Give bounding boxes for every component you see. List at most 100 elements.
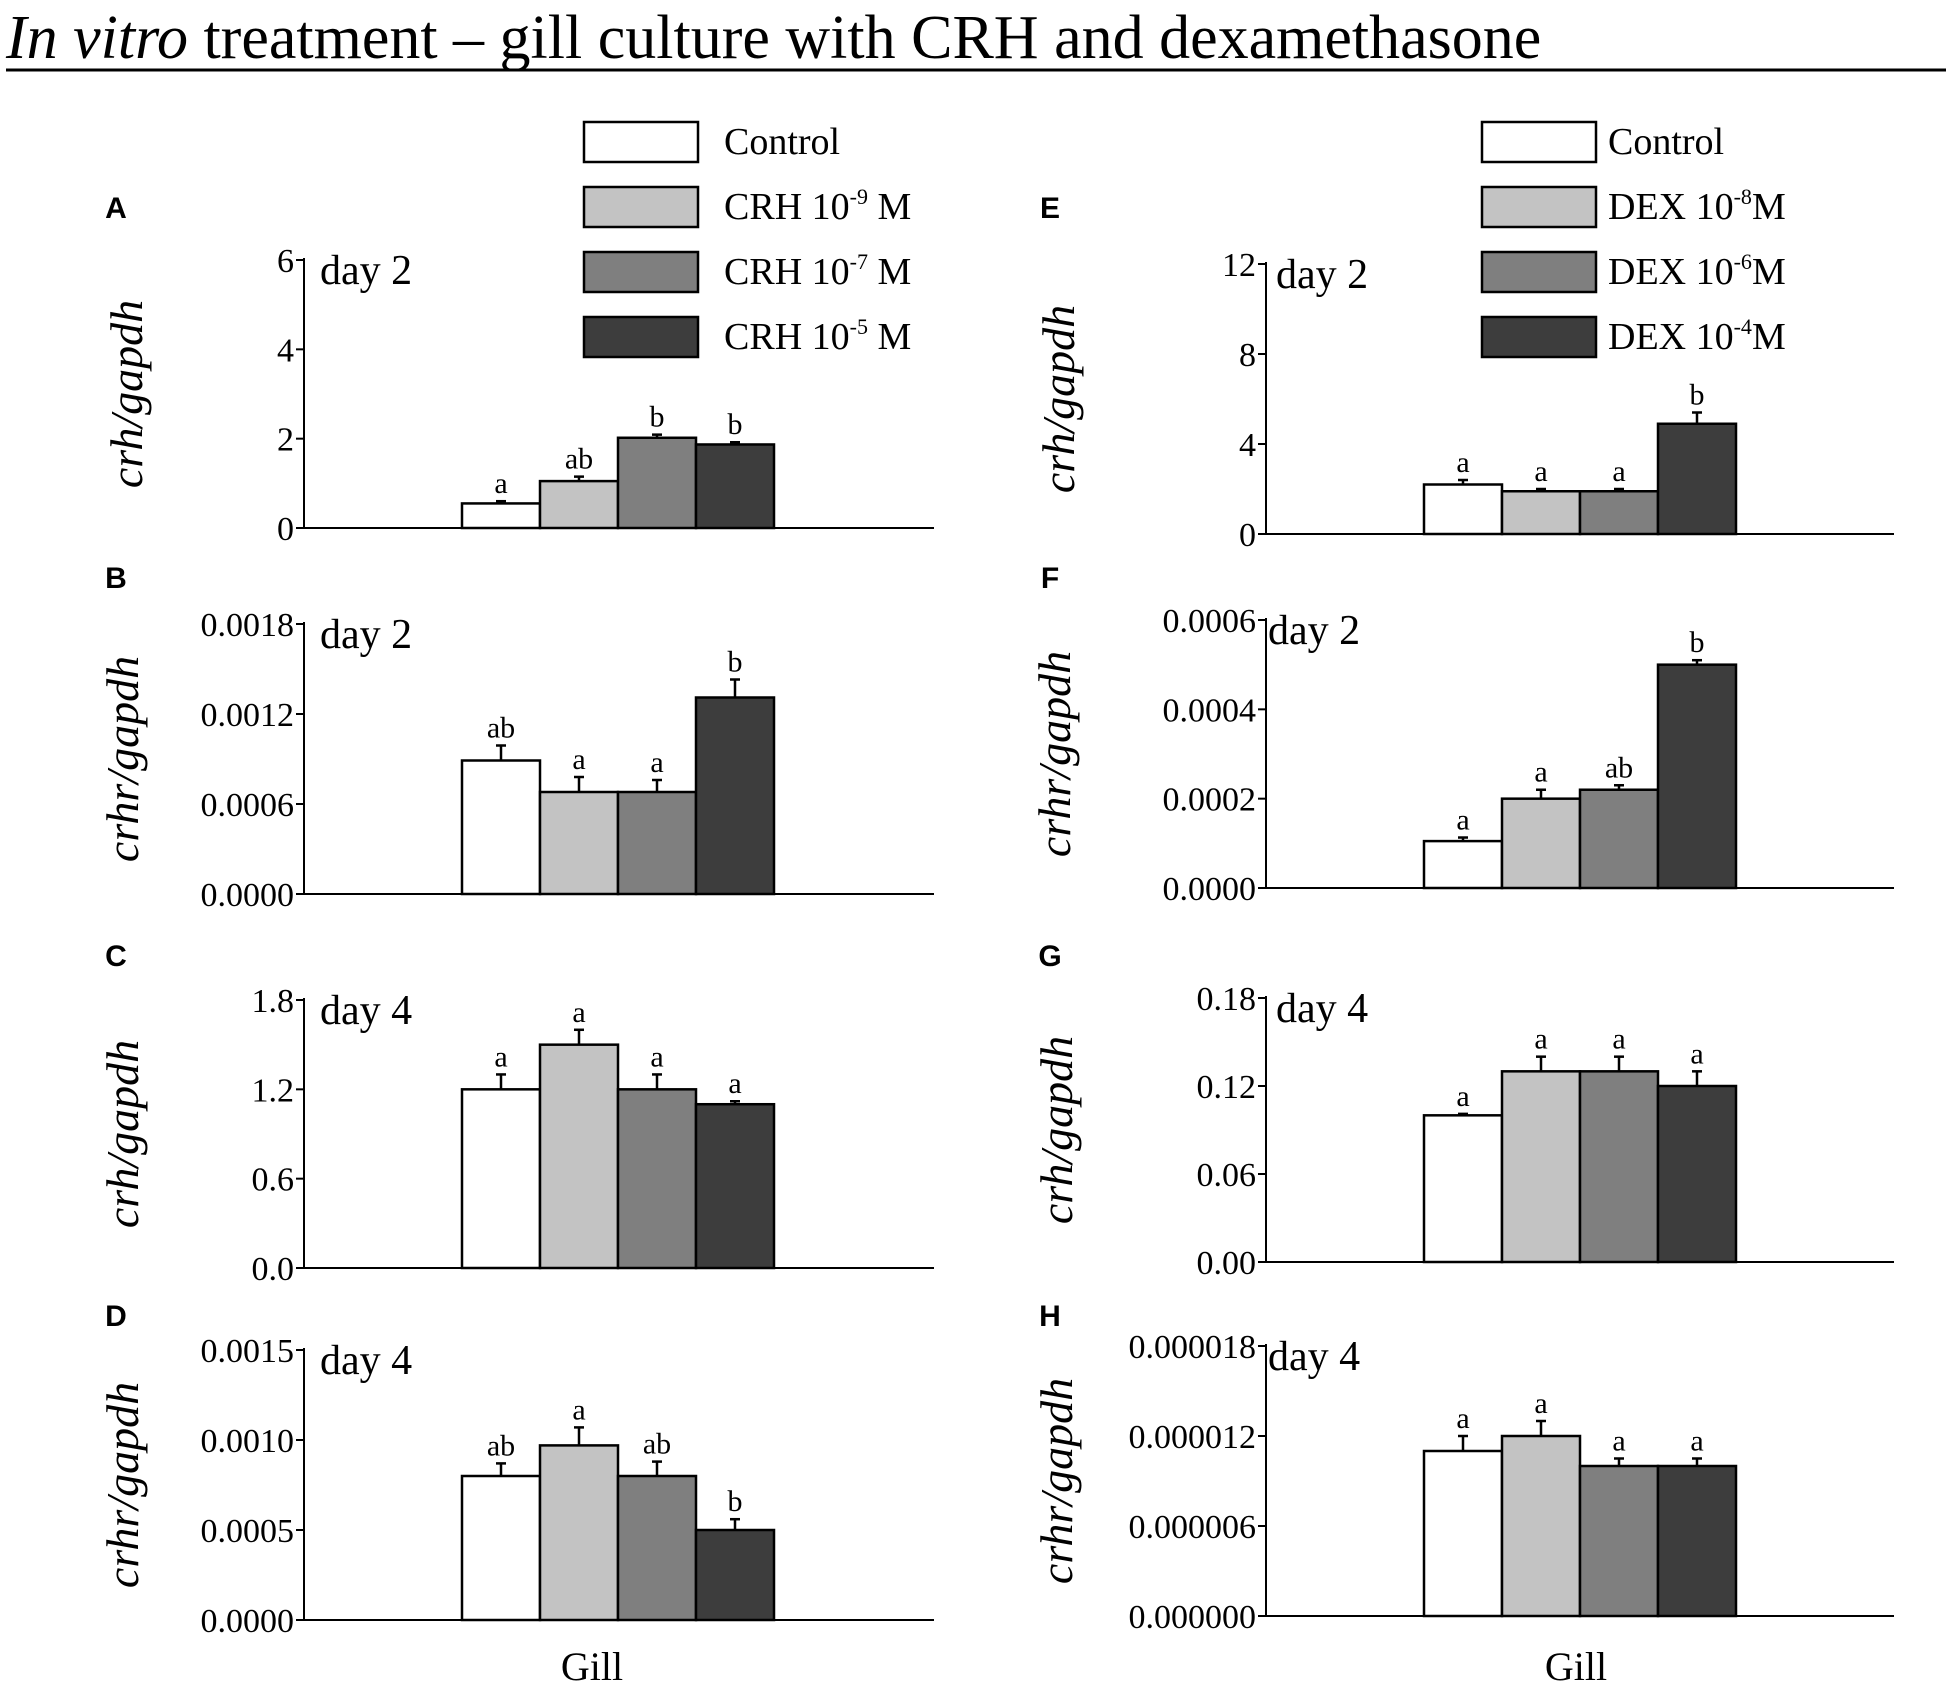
panel-letter: B bbox=[105, 562, 127, 595]
significance-letter: a bbox=[1456, 1402, 1469, 1435]
legend-label-exponent: -7 bbox=[850, 249, 868, 274]
y-tick-label: 0.0 bbox=[252, 1251, 295, 1288]
bar bbox=[1656, 1464, 1738, 1618]
bar bbox=[1500, 797, 1582, 890]
significance-letter: a bbox=[494, 467, 507, 500]
bar bbox=[460, 1474, 542, 1622]
legend-label-unit: M bbox=[868, 316, 911, 358]
significance-letter: a bbox=[650, 746, 663, 779]
significance-letter: ab bbox=[643, 1428, 671, 1461]
y-axis-label: crh/gapdh bbox=[101, 300, 152, 488]
significance-letter: a bbox=[1690, 1425, 1703, 1458]
legend-label-exponent: -6 bbox=[1734, 249, 1752, 274]
panel-letter: E bbox=[1040, 192, 1060, 225]
panel-letter: C bbox=[105, 940, 127, 973]
y-tick-label: 0.0018 bbox=[201, 607, 295, 644]
y-tick-label: 0.0006 bbox=[1163, 603, 1257, 640]
y-tick-label: 1.8 bbox=[252, 983, 295, 1020]
y-tick-label: 4 bbox=[277, 332, 294, 369]
bar bbox=[1500, 490, 1582, 536]
y-tick-label: 0.000012 bbox=[1129, 1419, 1257, 1456]
legend-label-base: Control bbox=[724, 121, 840, 163]
y-tick-label: 0.6 bbox=[252, 1162, 295, 1199]
y-tick-label: 0.0005 bbox=[201, 1513, 295, 1550]
legend-label-right-1: DEX 10-8M bbox=[1608, 184, 1786, 228]
legend-label-exponent: -8 bbox=[1734, 184, 1752, 209]
y-tick-label: 4 bbox=[1239, 427, 1256, 464]
panel-letter: D bbox=[105, 1300, 127, 1333]
significance-letter: a bbox=[494, 1040, 507, 1073]
panel-title: day 2 bbox=[320, 248, 412, 294]
legend-label-right-2: DEX 10-6M bbox=[1608, 249, 1786, 293]
significance-letter: a bbox=[1456, 446, 1469, 479]
bar bbox=[460, 502, 542, 530]
legend-label-exponent: -4 bbox=[1734, 314, 1752, 339]
panel-title: day 4 bbox=[1268, 1334, 1360, 1380]
legend-swatch-left-3 bbox=[582, 315, 700, 359]
y-tick-label: 6 bbox=[277, 243, 294, 280]
y-tick-label: 0.0000 bbox=[201, 877, 295, 914]
legend-label-left-1: CRH 10-9 M bbox=[724, 184, 911, 228]
significance-letter: a bbox=[1534, 1023, 1547, 1056]
legend-label-base: DEX 10 bbox=[1608, 186, 1734, 228]
bar bbox=[1422, 1449, 1504, 1618]
y-tick-label: 0.12 bbox=[1197, 1069, 1257, 1106]
legend-label-exponent: -9 bbox=[850, 184, 868, 209]
y-axis-label: crhr/gapdh bbox=[97, 1382, 148, 1588]
significance-letter: ab bbox=[487, 1429, 515, 1462]
legend-swatch-left-2 bbox=[582, 250, 700, 294]
legend-label-unit: M bbox=[868, 186, 911, 228]
y-tick-label: 0 bbox=[277, 511, 294, 548]
bar bbox=[616, 1088, 698, 1270]
y-tick-label: 0.0010 bbox=[201, 1423, 295, 1460]
significance-letter: a bbox=[650, 1040, 663, 1073]
bar bbox=[616, 790, 698, 896]
legend-label-unit: M bbox=[868, 251, 911, 293]
figure-title: In vitro treatment – gill culture with C… bbox=[5, 4, 1541, 72]
legend-label-base: DEX 10 bbox=[1608, 251, 1734, 293]
legend-swatch-left-0 bbox=[582, 120, 700, 164]
y-tick-label: 0.0006 bbox=[201, 787, 295, 824]
significance-letter: a bbox=[572, 996, 585, 1029]
panel-title: day 2 bbox=[1276, 252, 1368, 298]
legend-swatch-left-1 bbox=[582, 185, 700, 229]
legend-swatch-right-1 bbox=[1480, 185, 1598, 229]
legend-label-base: CRH 10 bbox=[724, 186, 850, 228]
significance-letter: a bbox=[1612, 1425, 1625, 1458]
significance-letter: a bbox=[1534, 455, 1547, 488]
significance-letter: a bbox=[572, 1393, 585, 1426]
panel-title: day 4 bbox=[320, 1338, 412, 1384]
y-axis-label: crh/gapdh bbox=[1031, 1036, 1082, 1224]
y-tick-label: 12 bbox=[1222, 247, 1256, 284]
legend-swatch-right-0 bbox=[1480, 120, 1598, 164]
panel-letter: G bbox=[1038, 940, 1061, 973]
y-tick-label: 0.0000 bbox=[1163, 871, 1257, 908]
bar bbox=[694, 443, 776, 530]
figure-title-italic: In vitro bbox=[5, 4, 188, 72]
y-tick-label: 0.00 bbox=[1197, 1245, 1257, 1282]
y-axis-label: crh/gapdh bbox=[1033, 305, 1084, 493]
y-tick-label: 0.0002 bbox=[1163, 782, 1257, 819]
y-tick-label: 2 bbox=[277, 422, 294, 459]
significance-letter: a bbox=[1456, 804, 1469, 837]
significance-letter: a bbox=[1534, 1387, 1547, 1420]
legend-label-right-3: DEX 10-4M bbox=[1608, 314, 1786, 358]
x-axis-label-right: Gill bbox=[1545, 1644, 1607, 1689]
panel-title: day 4 bbox=[320, 988, 412, 1034]
significance-letter: a bbox=[1534, 756, 1547, 789]
panel-letter: F bbox=[1041, 562, 1059, 595]
y-tick-label: 0.000006 bbox=[1129, 1509, 1257, 1546]
legend-label-base: CRH 10 bbox=[724, 251, 850, 293]
significance-letter: a bbox=[572, 743, 585, 776]
bar bbox=[616, 436, 698, 530]
y-tick-label: 0.06 bbox=[1197, 1157, 1257, 1194]
